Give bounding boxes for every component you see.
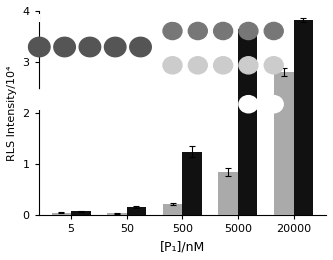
Circle shape: [214, 96, 232, 113]
Circle shape: [214, 57, 232, 74]
Circle shape: [163, 22, 182, 40]
Circle shape: [105, 90, 126, 109]
Y-axis label: RLS Intensity/10⁴: RLS Intensity/10⁴: [7, 66, 17, 161]
Circle shape: [130, 37, 151, 57]
Circle shape: [163, 57, 182, 74]
Circle shape: [264, 96, 283, 113]
Circle shape: [79, 37, 101, 57]
Circle shape: [188, 96, 207, 113]
Circle shape: [264, 57, 283, 74]
Circle shape: [239, 57, 258, 74]
Circle shape: [29, 37, 50, 57]
Bar: [218, 172, 238, 216]
Circle shape: [188, 57, 207, 74]
Circle shape: [239, 22, 258, 40]
Bar: [127, 207, 146, 216]
Bar: [274, 72, 293, 216]
Circle shape: [130, 90, 151, 109]
Bar: [107, 213, 127, 216]
Circle shape: [188, 22, 207, 40]
Bar: [293, 20, 313, 216]
Circle shape: [54, 90, 75, 109]
Text: 2D: 2D: [32, 14, 46, 24]
Bar: [238, 29, 257, 216]
Circle shape: [214, 22, 232, 40]
Bar: [71, 211, 91, 216]
Circle shape: [29, 90, 50, 109]
Text: 3D: 3D: [165, 14, 179, 24]
Circle shape: [239, 96, 258, 113]
Bar: [163, 204, 182, 216]
Circle shape: [54, 37, 75, 57]
Bar: [52, 213, 71, 216]
Circle shape: [105, 37, 126, 57]
Bar: [182, 152, 202, 216]
Circle shape: [264, 22, 283, 40]
X-axis label: [P₁]/nM: [P₁]/nM: [160, 240, 205, 253]
Circle shape: [79, 90, 101, 109]
Circle shape: [163, 96, 182, 113]
